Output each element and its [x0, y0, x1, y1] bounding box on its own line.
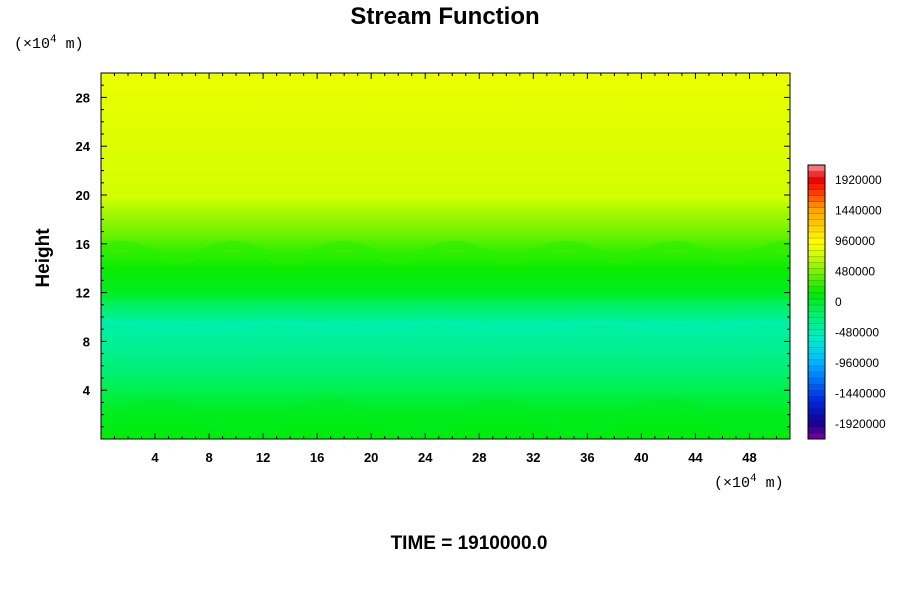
- colorbar-segment: [808, 408, 825, 416]
- colorbar-segment: [808, 372, 825, 379]
- colorbar-segment: [808, 238, 825, 245]
- x-tick-label: 32: [526, 450, 540, 465]
- y-axis: 4 8 12 16 20 24 28: [76, 72, 790, 428]
- colorbar-tick-label: 0: [835, 295, 842, 309]
- colorbar-segment: [808, 286, 825, 294]
- colorbar-segment: [808, 426, 825, 434]
- colorbar-segment: [808, 207, 825, 215]
- colorbar-tick-label: 480000: [835, 265, 875, 279]
- colorbar-tick-label: 1920000: [835, 173, 882, 187]
- colorbar-segment: [808, 329, 825, 336]
- stream-function-field: [101, 73, 790, 439]
- y-tick-label: 28: [76, 90, 90, 105]
- colorbar-segment: [808, 165, 825, 172]
- x-tick-label: 36: [580, 450, 594, 465]
- colorbar-segment: [808, 213, 825, 221]
- colorbar-segment: [808, 359, 825, 367]
- colorbar-segment: [808, 420, 825, 428]
- colorbar-segment: [808, 323, 825, 330]
- x-tick-label: 4: [151, 450, 159, 465]
- colorbar-segment: [808, 262, 825, 269]
- x-tick-label: 24: [418, 450, 433, 465]
- colorbar-segment: [808, 378, 825, 385]
- colorbar-frame: [807, 164, 826, 440]
- colorbar-segment: [808, 201, 825, 209]
- colorbar-tick-label: -480000: [835, 325, 879, 339]
- colorbar-segment: [808, 305, 825, 312]
- x-tick-label: 44: [688, 450, 703, 465]
- colorbar-segment: [808, 384, 825, 391]
- chart-title: Stream Function: [350, 3, 539, 30]
- y-tick-label: 4: [83, 383, 91, 398]
- x-tick-label: 8: [205, 450, 212, 465]
- x-tick-label: 20: [364, 450, 378, 465]
- colorbar-segment: [808, 189, 825, 196]
- x-tick-label: 16: [310, 450, 324, 465]
- colorbar-segment: [808, 268, 825, 275]
- time-label: TIME = 1910000.0: [391, 533, 548, 554]
- y-tick-label: 24: [76, 139, 91, 154]
- colorbar-segment: [808, 274, 825, 282]
- undulation-upper: [101, 240, 790, 265]
- colorbar-segment: [808, 311, 825, 318]
- field-undulations: [101, 240, 790, 437]
- colorbar-segment: [808, 280, 825, 288]
- y-tick-label: 20: [76, 188, 90, 203]
- x-tick-label: 12: [256, 450, 270, 465]
- colorbar-segment: [808, 195, 825, 202]
- colorbar-segment: [808, 231, 825, 239]
- y-tick-label: 16: [76, 237, 90, 252]
- colorbar-segment: [808, 177, 825, 184]
- colorbar-segment: [808, 298, 825, 306]
- colorbar-segment: [808, 347, 825, 355]
- x-tick-label: 40: [634, 450, 648, 465]
- colorbar-segment: [808, 341, 825, 349]
- colorbar-segment: [808, 256, 825, 263]
- colorbar-segment: [808, 317, 825, 324]
- colorbar-segment: [808, 171, 825, 178]
- colorbar-segment: [808, 250, 825, 257]
- colorbar-segment: [808, 292, 825, 300]
- colorbar-segment: [808, 335, 825, 342]
- colorbar-tick-label: 960000: [835, 234, 875, 248]
- y-axis-label: Height: [33, 228, 54, 288]
- y-tick-label: 8: [83, 334, 90, 349]
- y-axis-unit: (×104 m): [14, 34, 84, 53]
- undulation-middle: [101, 319, 790, 332]
- colorbar-segment: [808, 183, 825, 190]
- colorbar: 1920000 1440000 960000 480000 0 -480000 -96000…: [807, 164, 886, 440]
- colorbar-segment: [808, 414, 825, 422]
- colorbar-tick-label: -960000: [835, 356, 879, 370]
- colorbar-segment: [808, 396, 825, 403]
- colorbar-segment: [808, 402, 825, 409]
- y-tick-label: 12: [76, 286, 90, 301]
- colorbar-tick-label: -1920000: [835, 417, 886, 431]
- colorbar-segment: [808, 353, 825, 361]
- colorbar-segment: [808, 365, 825, 373]
- colorbar-tick-label: 1440000: [835, 204, 882, 218]
- x-axis: 4 8 12 16 20 24 28 32 36 40 44 48: [114, 73, 791, 465]
- undulation-lower: [101, 397, 790, 437]
- x-axis-unit: (×104 m): [714, 473, 784, 492]
- x-tick-label: 28: [472, 450, 486, 465]
- plot-area: [100, 72, 791, 440]
- colorbar-segment: [808, 432, 825, 440]
- x-tick-label: 48: [742, 450, 756, 465]
- colorbar-segment: [808, 244, 825, 251]
- colorbar-segment: [808, 225, 825, 233]
- colorbar-segment: [808, 219, 825, 227]
- colorbar-tick-label: -1440000: [835, 386, 886, 400]
- colorbar-segment: [808, 390, 825, 397]
